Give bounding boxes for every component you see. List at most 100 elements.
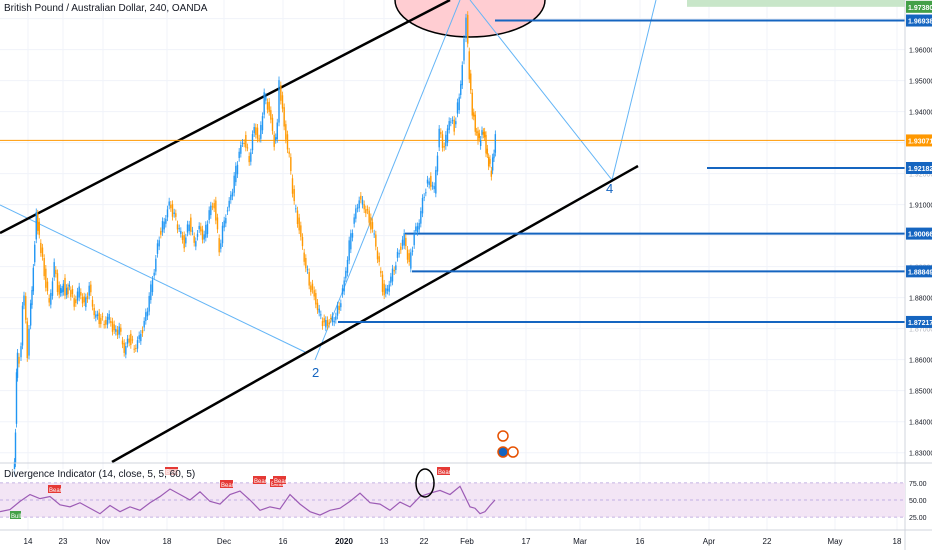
candle-body <box>474 114 476 132</box>
candle-body <box>350 233 352 250</box>
candle-body <box>363 204 365 210</box>
candle-body <box>14 432 17 464</box>
candle-body <box>475 131 478 133</box>
candle-body <box>340 303 342 308</box>
candle-body <box>320 314 322 316</box>
price-tag-label: 1.88849 <box>908 269 932 276</box>
candle-body <box>166 209 169 218</box>
rsi-axis-label: 25.00 <box>909 515 927 522</box>
candle-body <box>98 312 100 325</box>
candle-body <box>291 178 294 194</box>
candle-body <box>29 303 32 326</box>
candle-body <box>221 225 224 244</box>
bear-tag-label: Bear <box>254 479 267 485</box>
candle-body <box>75 299 77 304</box>
candle-body <box>28 328 30 356</box>
x-tick-label: 22 <box>763 537 772 546</box>
candle-body <box>153 272 155 276</box>
candle-body <box>261 116 264 131</box>
candle-body <box>477 130 479 142</box>
candle-body <box>258 138 260 140</box>
candle-body <box>16 352 19 378</box>
candle-body <box>271 117 274 131</box>
candle-body <box>96 314 99 316</box>
candle-body <box>421 197 424 214</box>
candle-body <box>311 283 314 290</box>
y-tick-label: 1.83000 <box>909 451 932 458</box>
candle-body <box>40 242 42 254</box>
candle-body <box>473 112 475 117</box>
candle-body <box>288 151 290 154</box>
candle-body <box>203 234 205 240</box>
candle-body <box>298 217 300 231</box>
candle-body <box>113 324 115 331</box>
candle-body <box>255 127 257 135</box>
price-tag-label: 1.90066 <box>908 232 932 239</box>
candle-body <box>250 152 252 162</box>
x-tick-label: May <box>827 537 842 546</box>
candle-body <box>110 320 112 323</box>
candle-body <box>55 269 57 274</box>
x-tick-label: Dec <box>217 537 231 546</box>
price-tag <box>906 161 932 174</box>
candle-body <box>20 346 22 358</box>
candle-body <box>276 122 278 140</box>
x-tick-label: 14 <box>24 537 33 546</box>
candle-body <box>180 231 182 234</box>
candle-body <box>366 209 369 211</box>
event-flag-icon <box>497 446 509 458</box>
candle-body <box>415 226 417 232</box>
y-tick-label: 1.95000 <box>909 79 932 86</box>
candle-body <box>411 250 414 252</box>
candle-body <box>118 326 120 335</box>
candle-body <box>136 340 139 349</box>
candle-body <box>456 102 459 114</box>
x-tick-label: 16 <box>279 537 288 546</box>
candle-body <box>135 348 137 350</box>
bear-tag <box>48 485 61 493</box>
candle-body <box>430 175 432 187</box>
candle-body <box>25 296 27 320</box>
candle-body <box>396 251 399 258</box>
candle-body <box>246 147 249 149</box>
candle-body <box>101 316 104 318</box>
y-tick-label: 1.92000 <box>909 172 932 179</box>
candle-body <box>31 290 33 305</box>
candle-body <box>233 175 235 193</box>
candle-body <box>59 287 62 294</box>
candle-body <box>105 319 107 325</box>
candle-body <box>125 346 127 355</box>
candle-body <box>248 156 250 163</box>
bear-tag-label: Bear <box>274 479 287 485</box>
candle-body <box>208 210 210 220</box>
candle-body <box>256 127 259 139</box>
wave-label-4: 4 <box>606 181 613 196</box>
candle-body <box>45 268 47 288</box>
candle-body <box>65 287 68 296</box>
bear-tag <box>437 467 450 475</box>
candle-body <box>51 281 54 296</box>
candle-body <box>416 226 419 233</box>
y-tick-label: 1.86000 <box>909 358 932 365</box>
bull-tag <box>10 511 21 519</box>
candle-body <box>103 324 105 326</box>
candle-body <box>56 273 59 292</box>
candle-body <box>67 287 69 294</box>
candle-body <box>133 348 135 350</box>
candle-body <box>86 296 89 300</box>
candle-body <box>48 298 50 303</box>
candle-body <box>385 288 387 294</box>
candle-body <box>443 146 445 148</box>
x-tick-label: 23 <box>59 537 68 546</box>
candle-body <box>236 164 239 175</box>
y-tick-label: 1.85000 <box>909 389 932 396</box>
candle-body <box>356 207 359 209</box>
candle-body <box>183 235 185 249</box>
x-tick-label: 2020 <box>335 537 353 546</box>
candle-body <box>423 196 425 198</box>
candle-body <box>413 233 415 246</box>
candle-body <box>351 233 354 238</box>
